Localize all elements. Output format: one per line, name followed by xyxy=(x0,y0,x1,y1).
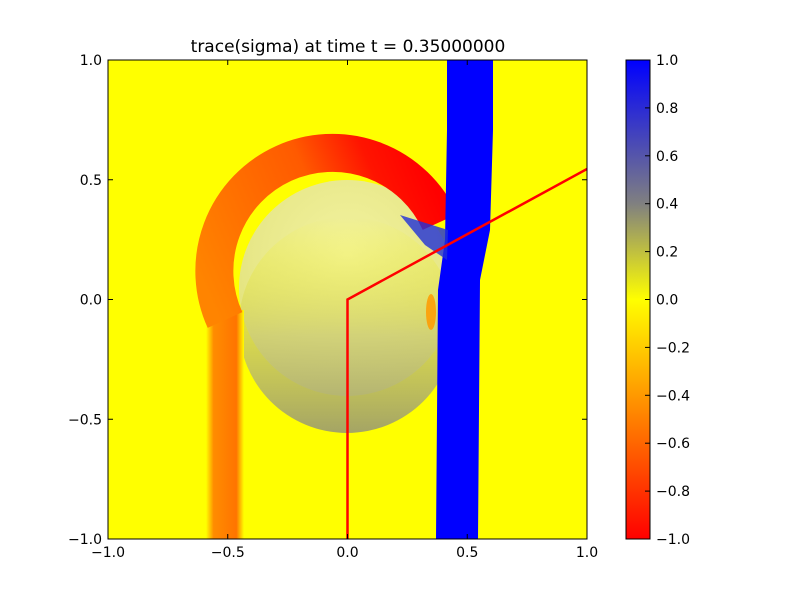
colorbar-tick-label: −0.4 xyxy=(656,388,690,404)
colorbar-tick-label: 0.2 xyxy=(656,245,678,261)
x-tick-label: 0.0 xyxy=(336,545,358,561)
colorbar-tick-label: 0.0 xyxy=(656,293,678,309)
x-tick-label: −0.5 xyxy=(211,545,245,561)
x-axis: −1.0 −0.5 0.0 0.5 1.0 xyxy=(91,60,598,561)
y-tick-label: 1.0 xyxy=(80,53,102,69)
heatmap xyxy=(108,60,587,539)
arc-band xyxy=(195,133,458,328)
y-tick-label: 0.0 xyxy=(80,293,102,309)
blue-jet xyxy=(436,60,493,539)
colorbar-tick-label: 1.0 xyxy=(656,53,678,69)
chart-title: trace(sigma) at time t = 0.35000000 xyxy=(191,37,506,57)
x-tick-label: 0.5 xyxy=(456,545,478,561)
x-tick-label: −1.0 xyxy=(91,545,125,561)
colorbar-tick-label: −0.2 xyxy=(656,340,690,356)
overlay-line xyxy=(346,167,587,539)
colorbar-tick-label: 0.4 xyxy=(656,197,678,213)
y-axis: −1.0 −0.5 0.0 0.5 1.0 xyxy=(68,53,587,548)
x-tick-label: 1.0 xyxy=(576,545,598,561)
y-tick-label: 0.5 xyxy=(80,173,102,189)
colorbar-tick-label: −0.6 xyxy=(656,436,690,452)
left-band xyxy=(206,310,244,539)
small-notch xyxy=(426,294,436,330)
colorbar-tick-label: 0.8 xyxy=(656,101,678,117)
blue-wedge xyxy=(400,215,448,260)
y-tick-label: −0.5 xyxy=(68,412,102,428)
colorbar-tick-label: −0.8 xyxy=(656,484,690,500)
colorbar-tick-label: 0.6 xyxy=(656,149,678,165)
y-tick-label: −1.0 xyxy=(68,532,102,548)
colorbar-tick-label: −1.0 xyxy=(656,532,690,548)
colorbar-axis: 1.0 0.8 0.6 0.4 0.2 0.0 −0.2 −0.4 −0.6 −0.8 −1.0 xyxy=(645,53,690,548)
